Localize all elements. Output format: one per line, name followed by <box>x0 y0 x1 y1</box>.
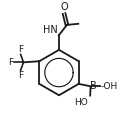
Text: -OH: -OH <box>100 82 118 91</box>
Text: F: F <box>18 71 23 80</box>
Text: HN: HN <box>42 25 57 35</box>
Text: O: O <box>60 2 68 12</box>
Text: HO: HO <box>75 97 88 107</box>
Text: B: B <box>90 81 97 91</box>
Text: F: F <box>8 58 13 67</box>
Text: F: F <box>18 45 23 54</box>
